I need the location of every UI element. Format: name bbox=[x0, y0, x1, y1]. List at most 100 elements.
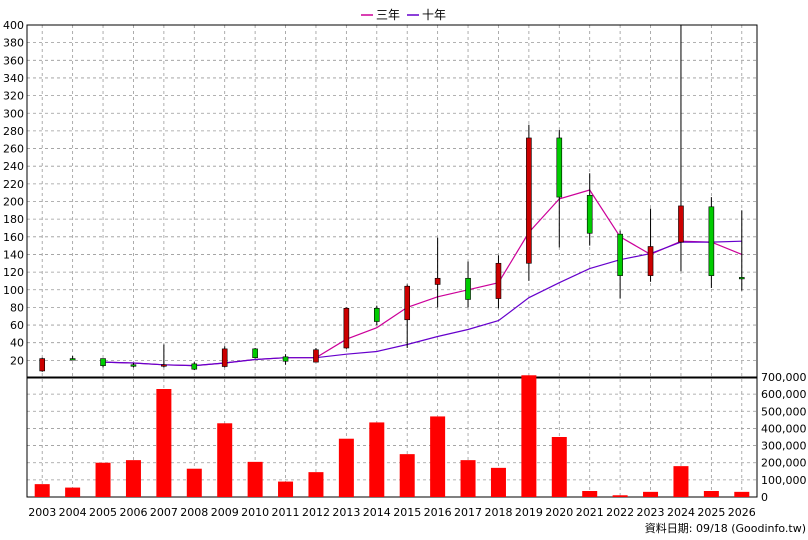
candle-body bbox=[343, 307, 350, 349]
legend-ten-year-label: 十年 bbox=[422, 8, 446, 22]
price-tick-label: 340 bbox=[3, 72, 24, 85]
candle-body bbox=[313, 349, 319, 363]
average-line bbox=[102, 240, 742, 367]
candle-body bbox=[495, 262, 502, 299]
average-line bbox=[102, 189, 743, 367]
price-tick-label: 160 bbox=[3, 231, 24, 244]
price-tick-label: 40 bbox=[10, 337, 24, 350]
x-tick-label: 2020 bbox=[545, 506, 573, 519]
candle-body bbox=[161, 364, 167, 367]
volume-bar bbox=[703, 491, 719, 497]
x-tick-label: 2026 bbox=[728, 506, 756, 519]
candle-body bbox=[373, 307, 380, 322]
volume-tick-label: 0 bbox=[761, 491, 768, 504]
volume-tick-label: 300,000 bbox=[761, 440, 807, 453]
x-tick-label: 2025 bbox=[697, 506, 725, 519]
price-tick-label: 20 bbox=[10, 354, 24, 367]
volume-bar bbox=[95, 462, 111, 497]
volume-bar bbox=[308, 472, 324, 497]
x-tick-label: 2013 bbox=[332, 506, 360, 519]
average-lines bbox=[102, 189, 743, 367]
x-tick-label: 2021 bbox=[576, 506, 604, 519]
volume-bar bbox=[338, 438, 354, 497]
volume-bar bbox=[582, 491, 598, 497]
volume-bar bbox=[460, 460, 476, 497]
volume-tick-label: 600,000 bbox=[761, 388, 807, 401]
volume-bar bbox=[278, 481, 294, 497]
price-tick-label: 220 bbox=[3, 178, 24, 191]
volume-bar bbox=[34, 484, 50, 497]
candle-body bbox=[708, 206, 715, 276]
volume-bar bbox=[643, 491, 659, 497]
volume-bar bbox=[399, 454, 415, 497]
x-tick-label: 2003 bbox=[28, 506, 56, 519]
x-tick-label: 2018 bbox=[484, 506, 512, 519]
x-tick-label: 2022 bbox=[606, 506, 634, 519]
candle-body bbox=[586, 195, 593, 234]
candle-body bbox=[738, 277, 745, 280]
price-tick-label: 320 bbox=[3, 90, 24, 103]
price-tick-label: 180 bbox=[3, 213, 24, 226]
x-tick-label: 2005 bbox=[89, 506, 117, 519]
x-tick-label: 2010 bbox=[241, 506, 269, 519]
price-tick-label: 140 bbox=[3, 248, 24, 261]
x-tick-label: 2016 bbox=[424, 506, 452, 519]
volume-bar bbox=[551, 437, 567, 497]
volume-tick-label: 700,000 bbox=[761, 371, 807, 384]
candle-body bbox=[465, 277, 471, 300]
price-tick-label: 400 bbox=[3, 19, 24, 32]
candle-body bbox=[69, 358, 76, 361]
candle-body bbox=[221, 348, 228, 367]
candle-body bbox=[647, 246, 654, 276]
candle-body bbox=[100, 358, 106, 366]
price-tick-label: 300 bbox=[3, 107, 24, 120]
x-tick-label: 2014 bbox=[363, 506, 391, 519]
candle-body bbox=[404, 285, 411, 321]
volume-tick-label: 100,000 bbox=[761, 474, 807, 487]
legend-three-year-label: 三年 bbox=[376, 8, 400, 22]
axes bbox=[26, 24, 758, 498]
legend: 三年 十年 bbox=[361, 8, 446, 22]
volume-bar bbox=[369, 422, 385, 497]
price-tick-label: 200 bbox=[3, 196, 24, 209]
x-tick-label: 2017 bbox=[454, 506, 482, 519]
volume-tick-label: 200,000 bbox=[761, 457, 807, 470]
x-tick-label: 2004 bbox=[59, 506, 87, 519]
volume-tick-label: 500,000 bbox=[761, 405, 807, 418]
candle-body bbox=[526, 137, 532, 264]
price-panel-frame bbox=[26, 24, 758, 379]
volume-bar bbox=[217, 423, 233, 497]
price-tick-label: 360 bbox=[3, 54, 24, 67]
volume-bars bbox=[34, 375, 750, 497]
x-tick-label: 2012 bbox=[302, 506, 330, 519]
price-tick-label: 100 bbox=[3, 284, 24, 297]
x-tick-label: 2015 bbox=[393, 506, 421, 519]
volume-bar bbox=[65, 487, 81, 497]
grid bbox=[27, 24, 757, 498]
candle-body bbox=[39, 358, 46, 372]
volume-bar bbox=[734, 491, 750, 497]
price-tick-label: 80 bbox=[10, 301, 24, 314]
volume-bar bbox=[247, 461, 263, 497]
candle-body bbox=[556, 137, 563, 198]
x-tick-label: 2008 bbox=[180, 506, 208, 519]
tick-labels: 20 40 60 80 100 120 140 160 180 200 220 240 260 280 30… bbox=[3, 19, 807, 519]
candle-body bbox=[282, 356, 289, 362]
x-tick-label: 2019 bbox=[515, 506, 543, 519]
volume-bar bbox=[673, 466, 689, 497]
x-tick-label: 2024 bbox=[667, 506, 695, 519]
price-tick-label: 260 bbox=[3, 143, 24, 156]
price-tick-label: 60 bbox=[10, 319, 24, 332]
volume-bar bbox=[430, 416, 446, 497]
volume-bar bbox=[125, 460, 141, 497]
candle-body bbox=[434, 277, 441, 285]
x-tick-label: 2011 bbox=[272, 506, 300, 519]
volume-bar bbox=[612, 495, 628, 497]
x-tick-label: 2009 bbox=[211, 506, 239, 519]
volume-bar bbox=[186, 468, 202, 497]
volume-bar bbox=[156, 389, 172, 497]
candle-body bbox=[678, 205, 684, 243]
x-tick-label: 2023 bbox=[637, 506, 665, 519]
price-tick-label: 120 bbox=[3, 266, 24, 279]
